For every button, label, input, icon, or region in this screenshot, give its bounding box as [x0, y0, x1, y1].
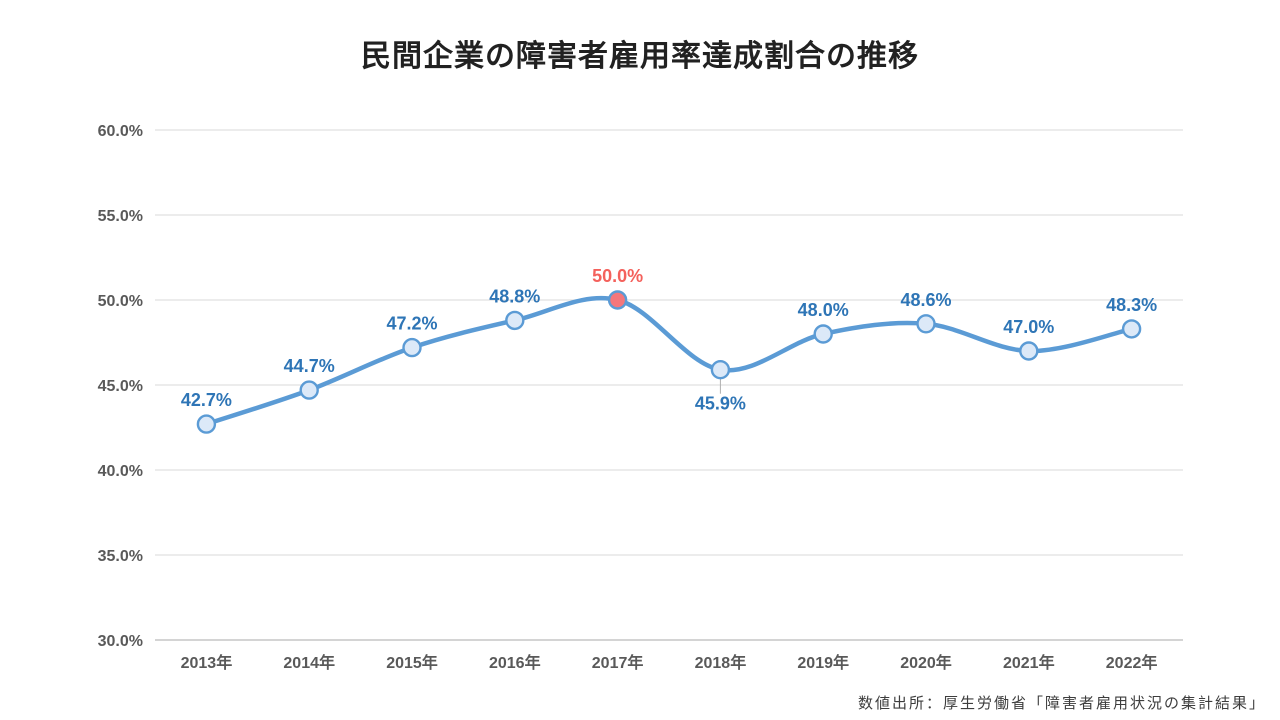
data-point-marker — [1121, 319, 1142, 339]
data-point-label: 48.8% — [489, 286, 540, 306]
x-axis-tick-label: 2014年 — [283, 653, 335, 672]
data-point-marker — [299, 380, 319, 400]
y-axis-tick-label: 50.0% — [98, 293, 143, 310]
chart-title: 民間企業の障害者雇用率達成割合の推移 — [361, 40, 919, 73]
x-axis-tick-label: 2020年 — [900, 653, 952, 672]
x-axis-tick-label: 2022年 — [1106, 653, 1158, 672]
data-point-marker — [813, 324, 833, 344]
data-point-label: 45.9% — [695, 394, 746, 414]
data-point-label-highlight: 50.0% — [592, 266, 643, 286]
data-point-marker — [402, 337, 422, 358]
y-axis-tick-label: 55.0% — [98, 208, 143, 225]
y-axis-tick-label: 30.0% — [98, 633, 143, 650]
x-axis-tick-label: 2021年 — [1003, 653, 1055, 672]
x-axis-tick-label: 2013年 — [181, 653, 233, 672]
x-axis-tick-label: 2017年 — [592, 653, 644, 672]
x-axis-tick-label: 2018年 — [695, 653, 747, 672]
trend-line — [204, 295, 1134, 427]
data-point-marker-highlight — [607, 290, 628, 310]
data-point-marker — [1019, 341, 1039, 361]
x-axis-tick-label: 2019年 — [797, 653, 849, 672]
data-point-label: 44.7% — [284, 356, 335, 376]
y-axis-tick-label: 35.0% — [98, 548, 143, 565]
data-point-label: 47.0% — [1003, 317, 1054, 337]
y-axis-tick-label: 60.0% — [98, 123, 143, 140]
source-note: 数値出所：厚生労働省「障害者雇用状況の集計結果」 — [857, 695, 1266, 712]
data-point-label: 42.7% — [181, 390, 232, 410]
x-axis-tick-label: 2016年 — [489, 653, 541, 672]
data-point-label: 48.6% — [900, 290, 951, 310]
x-axis-tick-label: 2015年 — [386, 653, 438, 672]
data-point-marker — [916, 314, 936, 334]
data-point-label: 48.0% — [798, 300, 849, 320]
data-point-label: 47.2% — [386, 314, 437, 334]
data-point-label: 48.3% — [1106, 295, 1157, 315]
data-point-marker — [505, 310, 525, 331]
y-axis-tick-label: 40.0% — [98, 463, 143, 480]
y-axis-tick-label: 45.0% — [98, 378, 143, 395]
data-point-marker — [196, 414, 217, 434]
data-point-marker — [710, 360, 731, 380]
